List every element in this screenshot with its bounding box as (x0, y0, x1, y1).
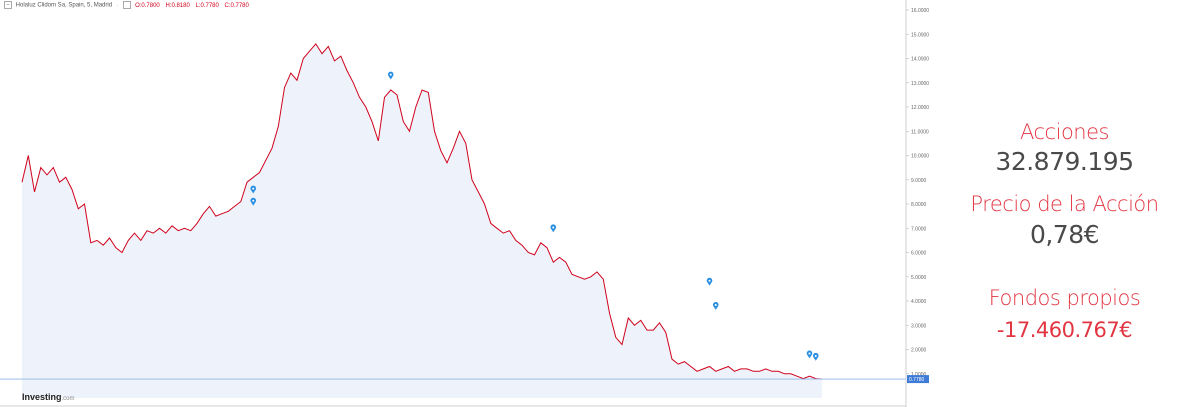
settings-icon[interactable] (123, 1, 132, 9)
y-tick-label: 3.0000 (911, 323, 927, 329)
brand-suffix: .com (61, 396, 75, 402)
y-tick-label: 7.0000 (911, 226, 927, 232)
event-marker-dot (552, 226, 555, 229)
last-price-tag (907, 375, 929, 384)
y-tick-label: 8.0000 (911, 202, 927, 208)
y-tick-label: 5.0000 (911, 275, 927, 281)
y-tick-label: 9.0000 (911, 178, 927, 184)
brand-name: Investing (22, 392, 62, 402)
y-tick-label: 13.0000 (911, 81, 929, 87)
price-chart-svg: 1.0000 2.0000 3.0000 4.0000 5.0000 6.0000 7.00… (0, 0, 929, 407)
price-label: Precio de la Acción (970, 192, 1159, 216)
event-marker-dot (808, 352, 811, 355)
event-marker-icon (250, 197, 257, 206)
event-marker-icon (250, 185, 257, 194)
y-tick-label: 2.0000 (911, 348, 927, 354)
y-tick-label: 10.0000 (911, 154, 929, 160)
open-value: O:0.7800 (135, 2, 160, 9)
event-marker-dot (814, 354, 817, 357)
y-tick-label: 4.0000 (911, 299, 927, 305)
event-marker-icon (387, 71, 394, 80)
equity-label: Fondos propios (988, 286, 1141, 310)
last-price-label: 0.7780 (909, 377, 925, 383)
separator: · (116, 2, 119, 9)
event-marker-icon (706, 277, 713, 286)
y-tick-label: 11.0000 (911, 129, 929, 135)
y-tick-label: 12.0000 (911, 105, 929, 111)
event-marker-dot (389, 73, 392, 76)
price-value: 0,78€ (1029, 220, 1100, 249)
low-value: L:0.7780 (195, 2, 219, 9)
event-marker-dot (252, 187, 255, 190)
stats-panel: Acciones 32.879.195 Precio de la Acción … (940, 0, 1189, 407)
y-tick-label: 15.0000 (911, 32, 929, 38)
close-value: C:0.7780 (224, 2, 249, 9)
y-tick-label: 14.0000 (911, 57, 929, 63)
event-marker-icon (812, 352, 819, 361)
y-tick-label: 6.0000 (911, 251, 927, 257)
price-chart[interactable]: 1.0000 2.0000 3.0000 4.0000 5.0000 6.0000 7.00… (0, 0, 940, 407)
y-tick-label: 1.0000 (911, 372, 927, 378)
event-marker-icon (550, 224, 557, 233)
collapse-icon[interactable]: – (4, 1, 12, 9)
event-marker-dot (708, 279, 711, 282)
shares-value: 32.879.195 (995, 147, 1134, 176)
price-area (22, 43, 822, 399)
shares-label: Acciones (1020, 120, 1109, 144)
y-tick-label: 16.0000 (911, 8, 929, 14)
ohlc-header: – Holaluz Clidom Sa, Spain, 5, Madrid · … (4, 1, 253, 9)
event-marker-dot (252, 199, 255, 202)
instrument-name: Holaluz Clidom Sa, Spain, 5, Madrid (15, 2, 113, 9)
investing-logo: Investing.com (22, 392, 75, 402)
event-marker-icon (712, 302, 719, 310)
high-value: H:0.8180 (165, 2, 190, 9)
equity-value: -17.460.767€ (996, 318, 1133, 342)
event-marker-dot (714, 304, 717, 307)
event-marker-icon (806, 350, 813, 359)
